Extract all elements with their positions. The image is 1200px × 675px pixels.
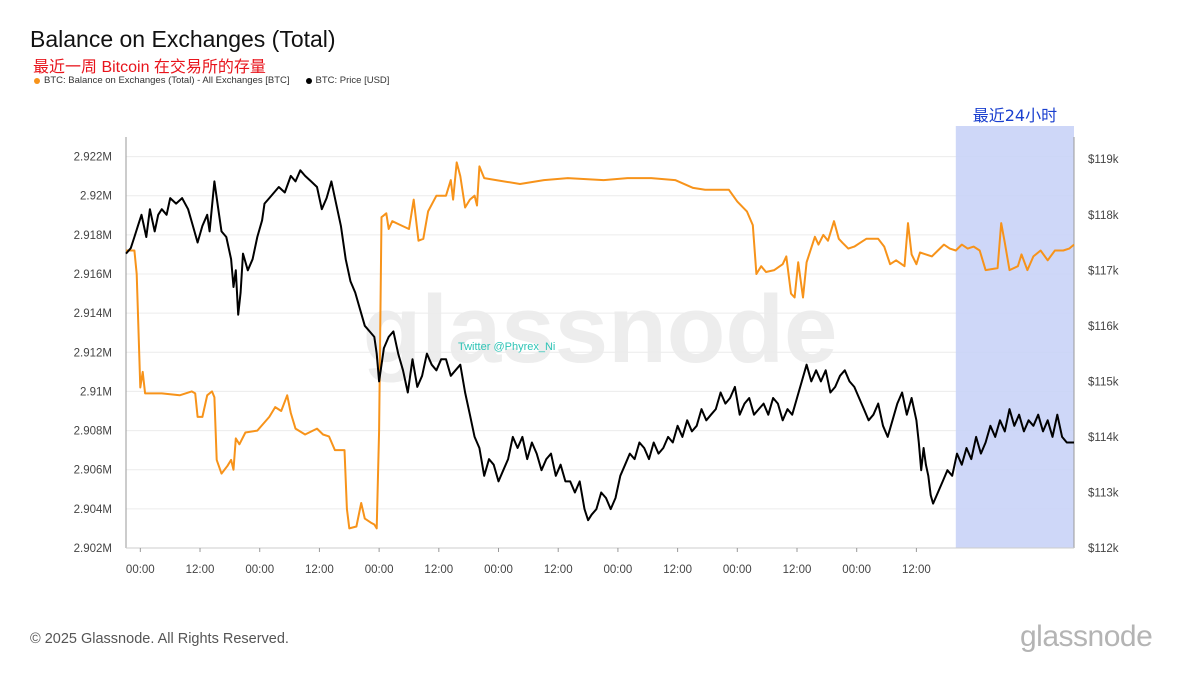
x-tick-label: 00:00 <box>604 564 633 576</box>
x-tick-label: 12:00 <box>783 564 812 576</box>
legend-item-price[interactable]: BTC: Price [USD] <box>305 75 390 86</box>
y-right-tick-label: $113k <box>1088 487 1119 499</box>
brand-logo: glassnode <box>1020 620 1153 653</box>
x-tick-label: 12:00 <box>424 564 453 576</box>
legend-item-balance[interactable]: BTC: Balance on Exchanges (Total) - All … <box>34 75 290 86</box>
x-tick-label: 00:00 <box>484 564 513 576</box>
y-left-tick-label: 2.912M <box>74 347 112 359</box>
legend-price-label: BTC: Price [USD] <box>315 75 390 86</box>
y-left-tick-label: 2.902M <box>74 543 112 555</box>
y-right-tick-label: $119k <box>1088 154 1119 166</box>
legend-price-swatch <box>305 77 312 84</box>
last-24h-highlight <box>955 126 1074 548</box>
y-left-tick-label: 2.904M <box>74 504 112 516</box>
x-tick-label: 00:00 <box>842 564 871 576</box>
x-tick-label: 00:00 <box>126 564 155 576</box>
legend-balance-label: BTC: Balance on Exchanges (Total) - All … <box>44 75 290 86</box>
y-right-tick-label: $115k <box>1088 376 1119 388</box>
legend-balance-swatch <box>34 77 40 84</box>
y-left-tick-label: 2.922M <box>74 152 112 164</box>
x-tick-label: 12:00 <box>902 564 931 576</box>
x-tick-label: 12:00 <box>186 564 215 576</box>
x-tick-label: 12:00 <box>663 564 692 576</box>
last-24h-label: 最近24小时 <box>973 106 1057 125</box>
y-left-tick-label: 2.908M <box>74 426 112 438</box>
x-tick-label: 00:00 <box>245 564 274 576</box>
twitter-watermark: Twitter @Phyrex_Ni <box>458 341 555 353</box>
y-right-tick-label: $118k <box>1088 210 1119 222</box>
y-left-tick-label: 2.914M <box>74 308 112 320</box>
x-tick-label: 00:00 <box>723 564 752 576</box>
x-tick-label: 12:00 <box>544 564 573 576</box>
x-tick-label: 00:00 <box>365 564 394 576</box>
price-series-line <box>125 169 1074 522</box>
chart-subtitle: 最近一周 Bitcoin 在交易所的存量 <box>33 59 266 76</box>
copyright-text: © 2025 Glassnode. All Rights Reserved. <box>30 631 289 647</box>
y-right-tick-label: $117k <box>1088 265 1119 277</box>
legend: BTC: Balance on Exchanges (Total) - All … <box>34 75 389 86</box>
y-right-tick-label: $112k <box>1088 543 1119 555</box>
y-right-tick-label: $114k <box>1088 432 1119 444</box>
y-right-tick-label: $116k <box>1088 321 1119 333</box>
y-left-tick-label: 2.918M <box>74 230 112 242</box>
chart-title: Balance on Exchanges (Total) <box>30 26 336 52</box>
y-left-tick-label: 2.906M <box>74 465 112 477</box>
balance-series-line <box>126 161 1075 530</box>
y-left-tick-label: 2.92M <box>80 191 112 203</box>
y-left-tick-label: 2.916M <box>74 269 112 281</box>
y-left-tick-label: 2.91M <box>80 386 112 398</box>
glassnode-watermark: glassnode <box>363 276 838 383</box>
x-tick-label: 12:00 <box>305 564 334 576</box>
